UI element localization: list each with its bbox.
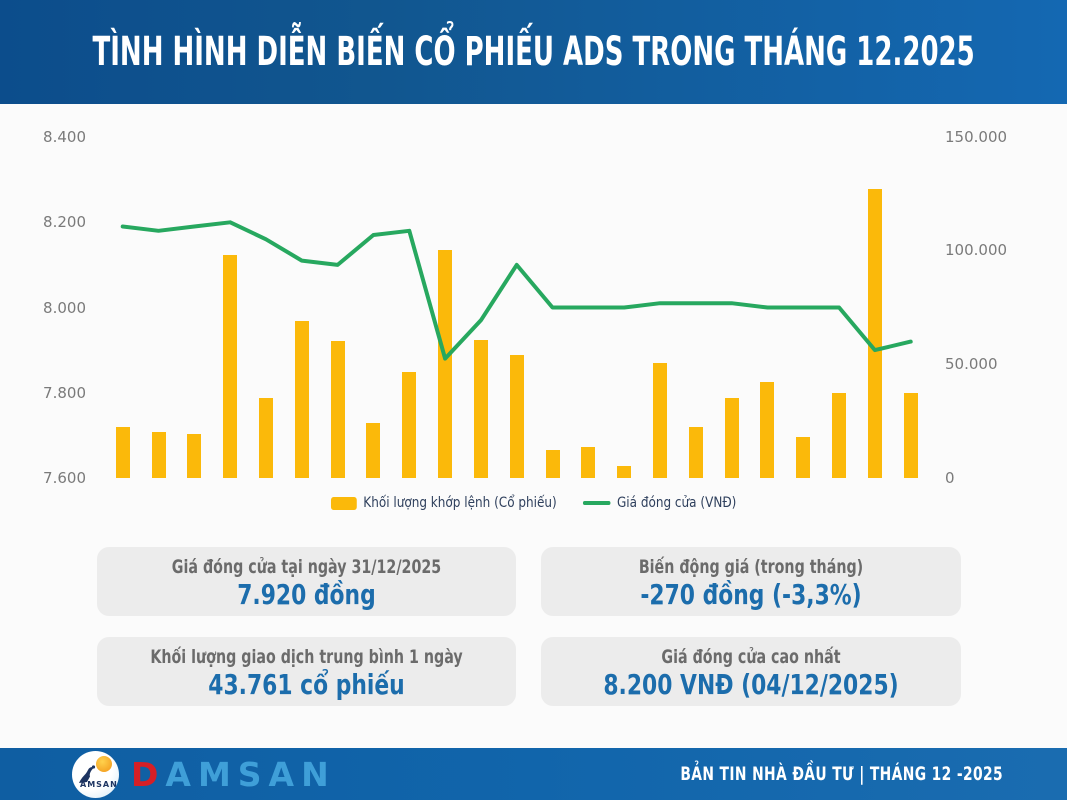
price-axis-tick: 8.000 (43, 298, 86, 317)
volume-bar (258, 397, 273, 478)
volume-bar (115, 427, 130, 478)
legend-item-price: Giá đóng cửa (VNĐ) (582, 495, 737, 511)
legend-item-volume: Khối lượng khớp lệnh (Cổ phiếu) (330, 495, 557, 511)
info-box-highest-close: Giá đóng cửa cao nhất 8.200 VNĐ (04/12/2… (541, 637, 961, 706)
sun-icon (96, 755, 112, 772)
damsan-logo-icon: AMSAN (72, 750, 119, 798)
volume-bar (688, 427, 703, 478)
price-axis-tick: 8.400 (43, 128, 86, 146)
page-title: TÌNH HÌNH DIỄN BIẾN CỔ PHIẾU ADS TRONG T… (92, 29, 975, 75)
info-box-avg-volume: Khối lượng giao dịch trung bình 1 ngày 4… (97, 637, 516, 706)
volume-bar (151, 432, 166, 478)
logo-circle-text: AMSAN (80, 779, 118, 789)
volume-bar (796, 436, 811, 478)
price-legend-swatch (582, 501, 611, 505)
price-axis-tick: 8.200 (43, 213, 86, 232)
volume-bar (545, 450, 560, 478)
wordmark-d: D (131, 754, 166, 794)
footer-bar: AMSAN DAMSAN BẢN TIN NHÀ ĐẦU TƯ | THÁNG … (0, 748, 1067, 800)
footer-caption: BẢN TIN NHÀ ĐẦU TƯ | THÁNG 12 -2025 (680, 763, 1003, 785)
volume-bar (509, 354, 524, 478)
info-title: Giá đóng cửa tại ngày 31/12/2025 (171, 556, 442, 578)
volume-axis-tick: 50.000 (945, 354, 998, 373)
wordmark-rest: AMSAN (165, 754, 336, 794)
volume-bar (366, 422, 381, 478)
price-legend-label: Giá đóng cửa (VNĐ) (616, 495, 737, 511)
info-value: 8.200 VNĐ (04/12/2025) (603, 668, 899, 701)
info-value: 7.920 đồng (237, 578, 376, 611)
volume-bar (294, 320, 309, 478)
volume-bar (402, 371, 417, 478)
volume-bar (223, 254, 238, 478)
volume-bar (724, 397, 739, 478)
price-axis-tick: 7.600 (43, 469, 86, 487)
price-line (120, 220, 913, 361)
stork-figure-icon (79, 764, 96, 783)
volume-axis-tick: 100.000 (945, 241, 1008, 260)
volume-bar (187, 434, 202, 478)
volume-axis-tick: 150.000 (945, 127, 1008, 146)
volume-bar (438, 250, 453, 478)
volume-bar (581, 446, 596, 478)
info-box-closing-price: Giá đóng cửa tại ngày 31/12/2025 7.920 đ… (97, 547, 516, 616)
volume-bar (832, 393, 847, 478)
volume-legend-swatch (330, 496, 357, 510)
volume-bar (330, 341, 345, 478)
volume-axis-tick: 0 (945, 468, 955, 487)
info-title: Biến động giá (trong tháng) (638, 556, 864, 578)
damsan-wordmark: DAMSAN (131, 755, 336, 794)
info-value: 43.761 cổ phiếu (208, 668, 405, 701)
volume-bar (760, 382, 775, 478)
volume-bar (653, 362, 667, 478)
volume-bar (473, 339, 488, 478)
header-banner: TÌNH HÌNH DIỄN BIẾN CỔ PHIẾU ADS TRONG T… (0, 0, 1067, 104)
info-title: Khối lượng giao dịch trung bình 1 ngày (150, 646, 463, 668)
info-box-price-change: Biến động giá (trong tháng) -270 đồng (-… (541, 547, 961, 616)
chart-legend: Khối lượng khớp lệnh (Cổ phiếu) Giá đóng… (75, 495, 993, 511)
volume-legend-label: Khối lượng khớp lệnh (Cổ phiếu) (363, 495, 557, 511)
price-axis-tick: 7.800 (43, 383, 86, 402)
volume-bar (903, 393, 918, 478)
info-title: Giá đóng cửa cao nhất (661, 646, 841, 668)
info-value: -270 đồng (-3,3%) (640, 578, 862, 611)
volume-bar (617, 466, 632, 478)
damsan-logo: AMSAN DAMSAN (72, 750, 336, 798)
volume-bar (867, 188, 882, 478)
